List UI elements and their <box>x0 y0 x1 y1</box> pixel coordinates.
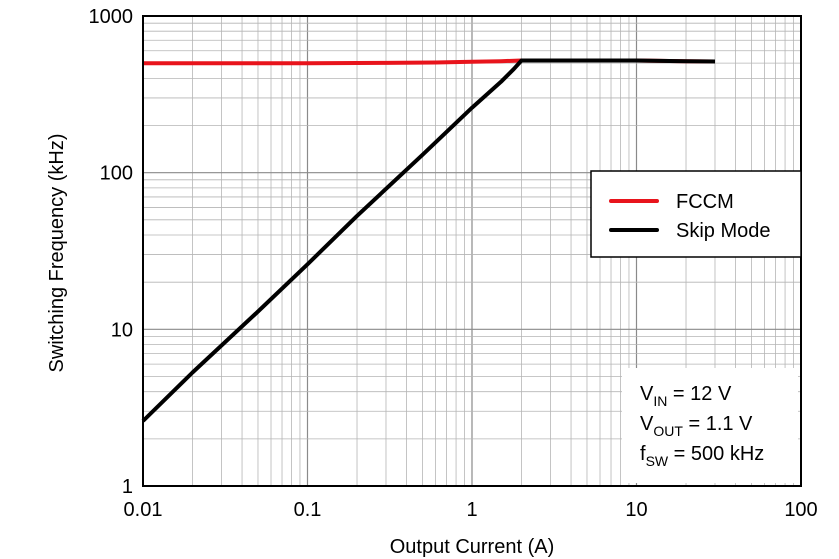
y-tick-label: 10 <box>111 319 133 341</box>
x-tick-labels: 0.01 0.1 1 10 100 <box>124 499 818 521</box>
annotation-vin: VIN = 12 V <box>640 383 732 409</box>
y-axis-label: Switching Frequency (kHz) <box>46 134 68 373</box>
conditions-box: VIN = 12 V VOUT = 1.1 V fSW = 500 kHz <box>622 368 798 483</box>
y-tick-label: 1 <box>122 476 133 498</box>
x-tick-label: 100 <box>784 499 817 521</box>
annotation-fsw-value: = 500 kHz <box>668 443 764 465</box>
annotation-vin-main: V <box>640 383 654 405</box>
x-tick-label: 0.1 <box>294 499 322 521</box>
y-tick-label: 1000 <box>89 6 134 28</box>
x-axis-label: Output Current (A) <box>390 536 555 558</box>
x-tick-label: 1 <box>466 499 477 521</box>
series-line-skip-mode <box>141 58 716 423</box>
legend-label-skip-mode: Skip Mode <box>676 220 771 242</box>
conditions-box-frame <box>622 368 798 483</box>
annotation-vout-main: V <box>640 413 654 435</box>
annotation-fsw-main: f <box>640 443 646 465</box>
annotation-fsw: fSW = 500 kHz <box>640 443 764 469</box>
legend-box <box>590 170 802 258</box>
legend: FCCM Skip Mode <box>590 170 802 258</box>
annotation-vout-value: = 1.1 V <box>683 413 753 435</box>
annotation-vout-sub: OUT <box>653 423 683 439</box>
x-tick-label: 10 <box>625 499 647 521</box>
x-tick-label: 0.01 <box>124 499 163 521</box>
annotation-vin-sub: IN <box>653 393 667 409</box>
annotation-vout: VOUT = 1.1 V <box>640 413 753 439</box>
series-layer <box>141 58 716 423</box>
annotation-fsw-sub: SW <box>646 453 669 469</box>
legend-label-fccm: FCCM <box>676 191 734 213</box>
y-tick-labels: 1 10 100 1000 <box>89 6 134 498</box>
annotation-vin-value: = 12 V <box>667 383 732 405</box>
y-tick-label: 100 <box>100 163 133 185</box>
